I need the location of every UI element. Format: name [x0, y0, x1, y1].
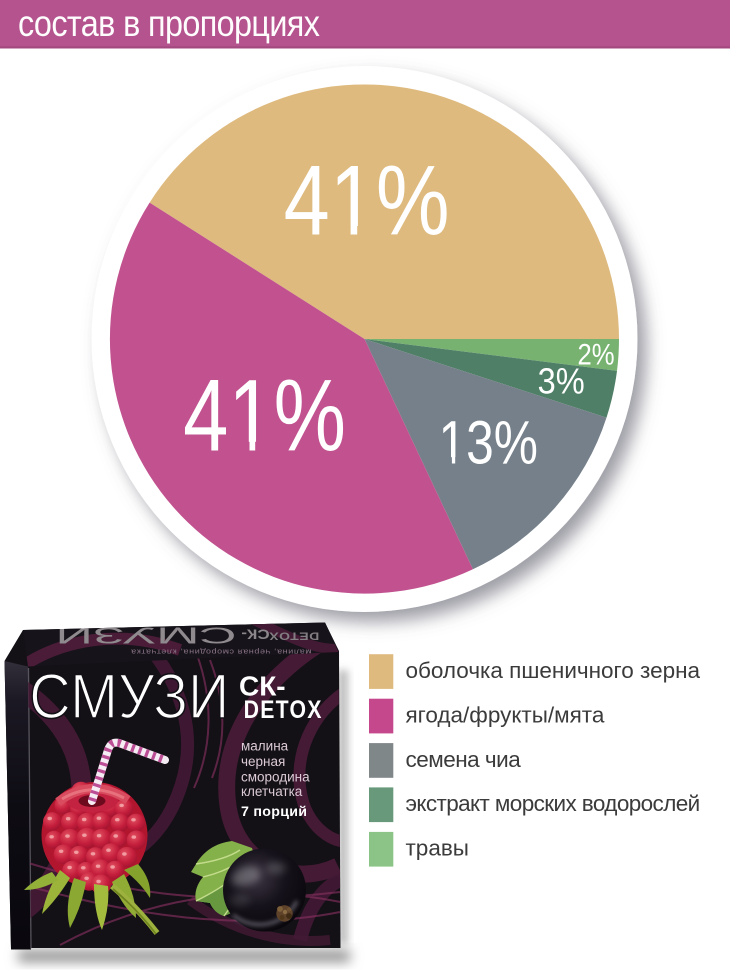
svg-text:малина, черная смородина, клет: малина, черная смородина, клетчатка: [131, 648, 312, 657]
svg-text:черная: черная: [241, 754, 285, 769]
svg-text:СМУЗИ: СМУЗИ: [56, 622, 237, 649]
svg-text:2%: 2%: [577, 338, 614, 371]
svg-text:DETOX: DETOX: [244, 695, 323, 723]
svg-text:СК-: СК-: [239, 671, 286, 702]
svg-text:состав в пропорциях: состав в пропорциях: [18, 4, 320, 44]
svg-text:41%: 41%: [284, 145, 450, 256]
svg-text:ягода/фрукты/мята: ягода/фрукты/мята: [406, 702, 605, 727]
svg-text:травы: травы: [406, 836, 469, 861]
svg-text:41%: 41%: [183, 359, 346, 473]
svg-text:экстракт морских водорослей: экстракт морских водорослей: [406, 791, 700, 816]
svg-text:СК-: СК-: [241, 626, 269, 641]
svg-text:DETOX: DETOX: [269, 630, 320, 642]
svg-text:малина: малина: [241, 738, 289, 753]
svg-text:СМУЗИ: СМУЗИ: [29, 660, 229, 731]
svg-text:7 порций: 7 порций: [241, 804, 307, 820]
svg-text:оболочка пшеничного зерна: оболочка пшеничного зерна: [406, 658, 701, 683]
svg-text:клетчатка: клетчатка: [241, 784, 303, 799]
svg-text:13%: 13%: [438, 409, 537, 477]
svg-text:3%: 3%: [538, 362, 585, 402]
svg-text:семена чиа: семена чиа: [406, 747, 522, 772]
svg-text:смородина: смородина: [241, 769, 310, 784]
